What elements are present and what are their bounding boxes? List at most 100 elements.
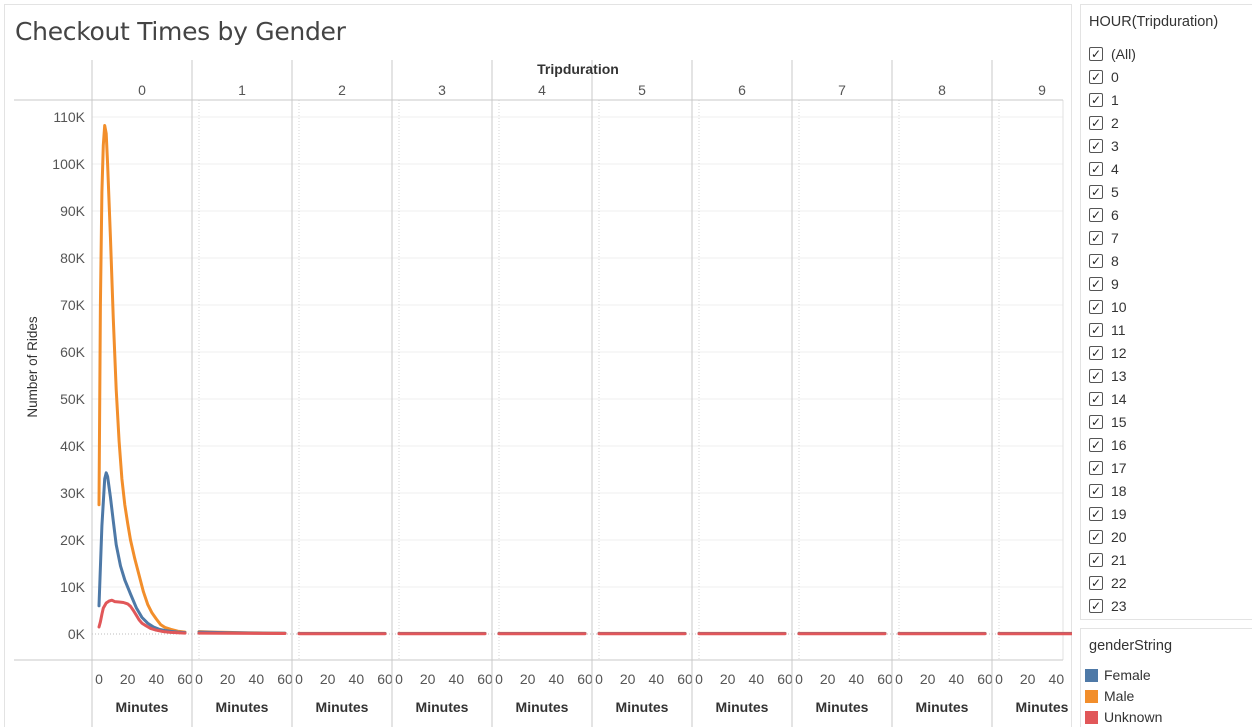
panel-header: 0 <box>138 82 146 98</box>
x-tick-label: 40 <box>249 671 265 687</box>
y-tick-label: 60K <box>60 344 86 360</box>
filter-item-label: 20 <box>1111 529 1127 545</box>
filter-item[interactable]: ✓ 5 <box>1089 182 1119 202</box>
check-icon[interactable]: ✓ <box>1089 47 1103 61</box>
check-icon[interactable]: ✓ <box>1089 553 1103 567</box>
panel-header: 8 <box>938 82 946 98</box>
filter-item[interactable]: ✓ 14 <box>1089 389 1127 409</box>
check-icon[interactable]: ✓ <box>1089 576 1103 590</box>
filter-item[interactable]: ✓ 17 <box>1089 458 1127 478</box>
filter-item[interactable]: ✓ (All) <box>1089 44 1136 64</box>
check-icon[interactable]: ✓ <box>1089 530 1103 544</box>
check-icon[interactable]: ✓ <box>1089 599 1103 613</box>
check-icon[interactable]: ✓ <box>1089 484 1103 498</box>
filter-item[interactable]: ✓ 1 <box>1089 90 1119 110</box>
check-icon[interactable]: ✓ <box>1089 116 1103 130</box>
filter-item[interactable]: ✓ 7 <box>1089 228 1119 248</box>
filter-item[interactable]: ✓ 11 <box>1089 320 1126 340</box>
legend-swatch <box>1085 689 1098 703</box>
filter-item[interactable]: ✓ 2 <box>1089 113 1119 133</box>
check-icon[interactable]: ✓ <box>1089 461 1103 475</box>
filter-item[interactable]: ✓ 13 <box>1089 366 1127 386</box>
check-icon[interactable]: ✓ <box>1089 208 1103 222</box>
filter-item-label: 9 <box>1111 276 1119 292</box>
filter-item[interactable]: ✓ 18 <box>1089 481 1127 501</box>
check-icon[interactable]: ✓ <box>1089 231 1103 245</box>
x-tick-label: 20 <box>720 671 736 687</box>
legend-swatch <box>1085 710 1098 724</box>
check-icon[interactable]: ✓ <box>1089 438 1103 452</box>
panel-header: 9 <box>1038 82 1046 98</box>
panel-header: 4 <box>538 82 546 98</box>
legend-swatch <box>1085 668 1098 682</box>
check-icon[interactable]: ✓ <box>1089 415 1103 429</box>
x-axis-label: Minutes <box>916 699 969 715</box>
y-axis-label: Number of Rides <box>25 316 40 418</box>
filter-item-label: 5 <box>1111 184 1119 200</box>
filter-item-label: 10 <box>1111 299 1127 315</box>
x-tick-label: 60 <box>977 671 993 687</box>
x-tick-label: 60 <box>577 671 593 687</box>
filter-item[interactable]: ✓ 9 <box>1089 274 1119 294</box>
check-icon[interactable]: ✓ <box>1089 70 1103 84</box>
filter-item[interactable]: ✓ 19 <box>1089 504 1127 524</box>
check-icon[interactable]: ✓ <box>1089 254 1103 268</box>
x-tick-label: 20 <box>1020 671 1036 687</box>
legend-item[interactable]: Male <box>1085 687 1134 705</box>
x-axis-label: Minutes <box>116 699 169 715</box>
filter-item[interactable]: ✓ 15 <box>1089 412 1127 432</box>
filter-item[interactable]: ✓ 8 <box>1089 251 1119 271</box>
check-icon[interactable]: ✓ <box>1089 300 1103 314</box>
filter-item[interactable]: ✓ 6 <box>1089 205 1119 225</box>
x-tick-label: 40 <box>449 671 465 687</box>
x-tick-label: 20 <box>120 671 136 687</box>
x-tick-label: 40 <box>749 671 765 687</box>
series-line-female <box>97 471 187 635</box>
filter-item-label: 0 <box>1111 69 1119 85</box>
filter-item-label: 1 <box>1111 92 1119 108</box>
filter-item[interactable]: ✓ 4 <box>1089 159 1119 179</box>
check-icon[interactable]: ✓ <box>1089 369 1103 383</box>
x-tick-label: 0 <box>795 671 803 687</box>
x-tick-label: 60 <box>777 671 793 687</box>
y-tick-label: 30K <box>60 485 86 501</box>
check-icon[interactable]: ✓ <box>1089 346 1103 360</box>
filter-item-label: 13 <box>1111 368 1127 384</box>
filter-item-label: 19 <box>1111 506 1127 522</box>
check-icon[interactable]: ✓ <box>1089 93 1103 107</box>
check-icon[interactable]: ✓ <box>1089 323 1103 337</box>
filter-item[interactable]: ✓ 23 <box>1089 596 1127 616</box>
x-tick-label: 20 <box>420 671 436 687</box>
panel-header: 2 <box>338 82 346 98</box>
y-tick-label: 40K <box>60 438 86 454</box>
filter-item-label: 15 <box>1111 414 1127 430</box>
check-icon[interactable]: ✓ <box>1089 162 1103 176</box>
check-icon[interactable]: ✓ <box>1089 139 1103 153</box>
filter-item[interactable]: ✓ 22 <box>1089 573 1127 593</box>
filter-item[interactable]: ✓ 16 <box>1089 435 1127 455</box>
check-icon[interactable]: ✓ <box>1089 277 1103 291</box>
filter-item-label: 8 <box>1111 253 1119 269</box>
x-tick-label: 40 <box>349 671 365 687</box>
x-tick-label: 40 <box>1049 671 1065 687</box>
filter-item[interactable]: ✓ 0 <box>1089 67 1119 87</box>
x-tick-label: 20 <box>920 671 936 687</box>
filter-item[interactable]: ✓ 21 <box>1089 550 1127 570</box>
check-icon[interactable]: ✓ <box>1089 185 1103 199</box>
x-tick-label: 40 <box>849 671 865 687</box>
check-icon[interactable]: ✓ <box>1089 392 1103 406</box>
filter-item[interactable]: ✓ 10 <box>1089 297 1127 317</box>
filter-item[interactable]: ✓ 20 <box>1089 527 1127 547</box>
check-icon[interactable]: ✓ <box>1089 507 1103 521</box>
series-line-unknown <box>97 598 187 635</box>
legend-item[interactable]: Female <box>1085 666 1151 684</box>
y-tick-label: 70K <box>60 297 86 313</box>
legend-item[interactable]: Unknown <box>1085 708 1162 726</box>
x-axis-label: Minutes <box>716 699 769 715</box>
x-tick-label: 20 <box>220 671 236 687</box>
x-axis-label: Minutes <box>416 699 469 715</box>
x-tick-label: 40 <box>949 671 965 687</box>
filter-item[interactable]: ✓ 3 <box>1089 136 1119 156</box>
y-tick-label: 10K <box>60 579 86 595</box>
filter-item[interactable]: ✓ 12 <box>1089 343 1127 363</box>
